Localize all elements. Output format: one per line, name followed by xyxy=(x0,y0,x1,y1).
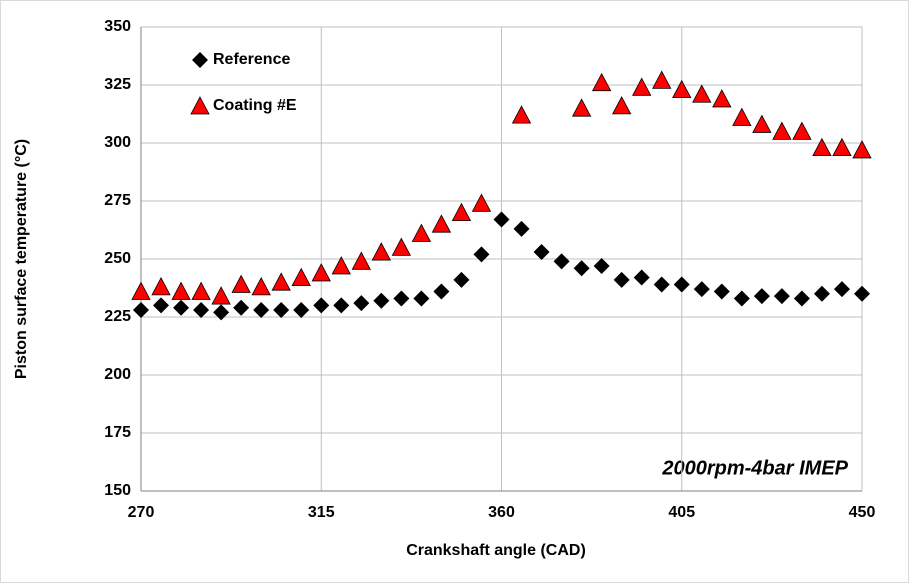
marker xyxy=(231,274,251,293)
y-tick-label: 200 xyxy=(104,366,131,383)
marker xyxy=(393,290,410,307)
marker xyxy=(773,288,790,305)
marker xyxy=(813,285,830,302)
marker xyxy=(792,121,812,140)
marker xyxy=(131,281,151,300)
marker xyxy=(653,276,670,293)
marker xyxy=(431,214,452,233)
marker xyxy=(593,257,610,274)
y-tick-label: 150 xyxy=(104,482,131,499)
legend-marker xyxy=(190,96,210,115)
marker xyxy=(852,140,872,159)
legend-label: Coating #E xyxy=(213,97,297,114)
marker xyxy=(712,89,732,108)
marker xyxy=(371,242,391,261)
marker xyxy=(451,202,472,222)
marker xyxy=(471,193,492,212)
marker xyxy=(753,288,770,305)
marker xyxy=(591,72,612,92)
marker xyxy=(273,302,290,319)
marker xyxy=(573,260,590,277)
y-tick-label: 275 xyxy=(104,192,131,209)
marker xyxy=(353,295,370,312)
x-axis-label: Crankshaft angle (CAD) xyxy=(406,542,586,559)
marker xyxy=(233,299,250,316)
marker xyxy=(832,137,852,157)
marker xyxy=(533,244,550,261)
marker xyxy=(213,304,230,321)
marker xyxy=(293,302,310,319)
x-tick-label: 450 xyxy=(849,504,876,521)
y-tick-label: 175 xyxy=(104,424,131,441)
marker xyxy=(171,281,191,300)
marker xyxy=(553,253,570,270)
marker xyxy=(313,297,330,314)
marker xyxy=(693,281,710,298)
annotation: 2000rpm-4bar IMEP xyxy=(661,457,848,479)
marker xyxy=(733,290,750,307)
marker xyxy=(153,297,170,314)
marker xyxy=(193,302,210,319)
marker xyxy=(752,114,772,133)
marker xyxy=(833,281,850,298)
marker xyxy=(812,137,832,157)
marker xyxy=(732,107,752,126)
y-tick-label: 350 xyxy=(104,18,131,35)
marker xyxy=(373,292,390,309)
marker xyxy=(511,105,532,124)
legend-label: Reference xyxy=(213,51,290,68)
marker xyxy=(493,211,510,228)
y-tick-label: 300 xyxy=(104,134,131,151)
x-tick-label: 270 xyxy=(128,504,155,521)
marker xyxy=(672,79,692,99)
marker xyxy=(333,297,350,314)
marker xyxy=(713,283,730,300)
marker xyxy=(251,276,271,296)
marker xyxy=(391,237,412,256)
marker xyxy=(413,290,430,307)
marker xyxy=(772,121,792,140)
marker xyxy=(311,263,331,282)
marker xyxy=(513,220,530,237)
marker xyxy=(411,223,432,242)
marker xyxy=(433,283,450,300)
marker xyxy=(191,281,211,300)
y-tick-label: 325 xyxy=(104,76,131,93)
y-axis-label: Piston surface temperature (°C) xyxy=(13,139,30,379)
y-tick-label: 250 xyxy=(104,250,131,267)
marker xyxy=(151,276,171,296)
marker xyxy=(612,96,632,115)
marker xyxy=(253,302,270,319)
marker xyxy=(613,271,630,288)
marker xyxy=(291,267,311,286)
marker xyxy=(271,272,291,291)
marker xyxy=(351,251,371,270)
marker xyxy=(854,285,870,302)
x-tick-label: 405 xyxy=(668,504,695,521)
marker xyxy=(692,84,712,103)
marker xyxy=(652,70,672,89)
marker xyxy=(633,269,650,286)
marker xyxy=(473,246,490,263)
x-tick-label: 315 xyxy=(308,504,335,521)
y-tick-label: 225 xyxy=(104,308,131,325)
marker xyxy=(211,286,231,305)
marker xyxy=(133,302,149,319)
marker xyxy=(453,271,470,288)
marker xyxy=(331,256,351,275)
marker xyxy=(673,276,690,293)
x-tick-label: 360 xyxy=(488,504,515,521)
marker xyxy=(793,290,810,307)
marker xyxy=(632,77,652,96)
marker xyxy=(571,98,592,117)
marker xyxy=(173,299,190,316)
legend-marker xyxy=(192,52,208,68)
